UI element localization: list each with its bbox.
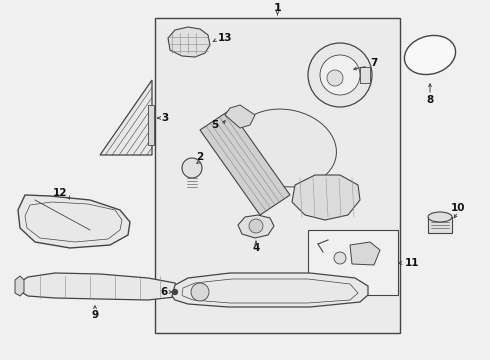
Text: 9: 9 <box>92 310 98 320</box>
Ellipse shape <box>428 212 452 222</box>
Polygon shape <box>18 273 178 300</box>
Bar <box>148 105 154 145</box>
Bar <box>428 217 452 233</box>
Text: 13: 13 <box>218 33 232 43</box>
Text: 7: 7 <box>370 58 377 68</box>
Text: 12: 12 <box>53 188 67 198</box>
Circle shape <box>308 43 372 107</box>
Bar <box>155 18 400 333</box>
Polygon shape <box>350 242 380 265</box>
Bar <box>308 230 398 295</box>
Text: 8: 8 <box>426 95 434 105</box>
Polygon shape <box>15 276 24 296</box>
Polygon shape <box>172 273 368 307</box>
Text: 11: 11 <box>405 258 419 268</box>
Text: 1: 1 <box>273 3 281 13</box>
Text: 6: 6 <box>161 287 168 297</box>
Circle shape <box>249 219 263 233</box>
Polygon shape <box>100 80 152 155</box>
Polygon shape <box>234 109 337 187</box>
Polygon shape <box>238 215 274 238</box>
Circle shape <box>334 252 346 264</box>
Text: 4: 4 <box>252 243 260 253</box>
Text: 10: 10 <box>451 203 465 213</box>
Ellipse shape <box>404 35 456 75</box>
Polygon shape <box>225 105 255 128</box>
Text: 3: 3 <box>161 113 169 123</box>
Circle shape <box>191 283 209 301</box>
Circle shape <box>327 70 343 86</box>
Polygon shape <box>200 110 290 215</box>
Polygon shape <box>18 195 130 248</box>
Text: 5: 5 <box>211 120 218 130</box>
Circle shape <box>172 289 177 294</box>
Text: 2: 2 <box>196 152 204 162</box>
Polygon shape <box>168 27 210 57</box>
Bar <box>360 67 370 83</box>
Circle shape <box>182 158 202 178</box>
Polygon shape <box>292 175 360 220</box>
Circle shape <box>320 55 360 95</box>
